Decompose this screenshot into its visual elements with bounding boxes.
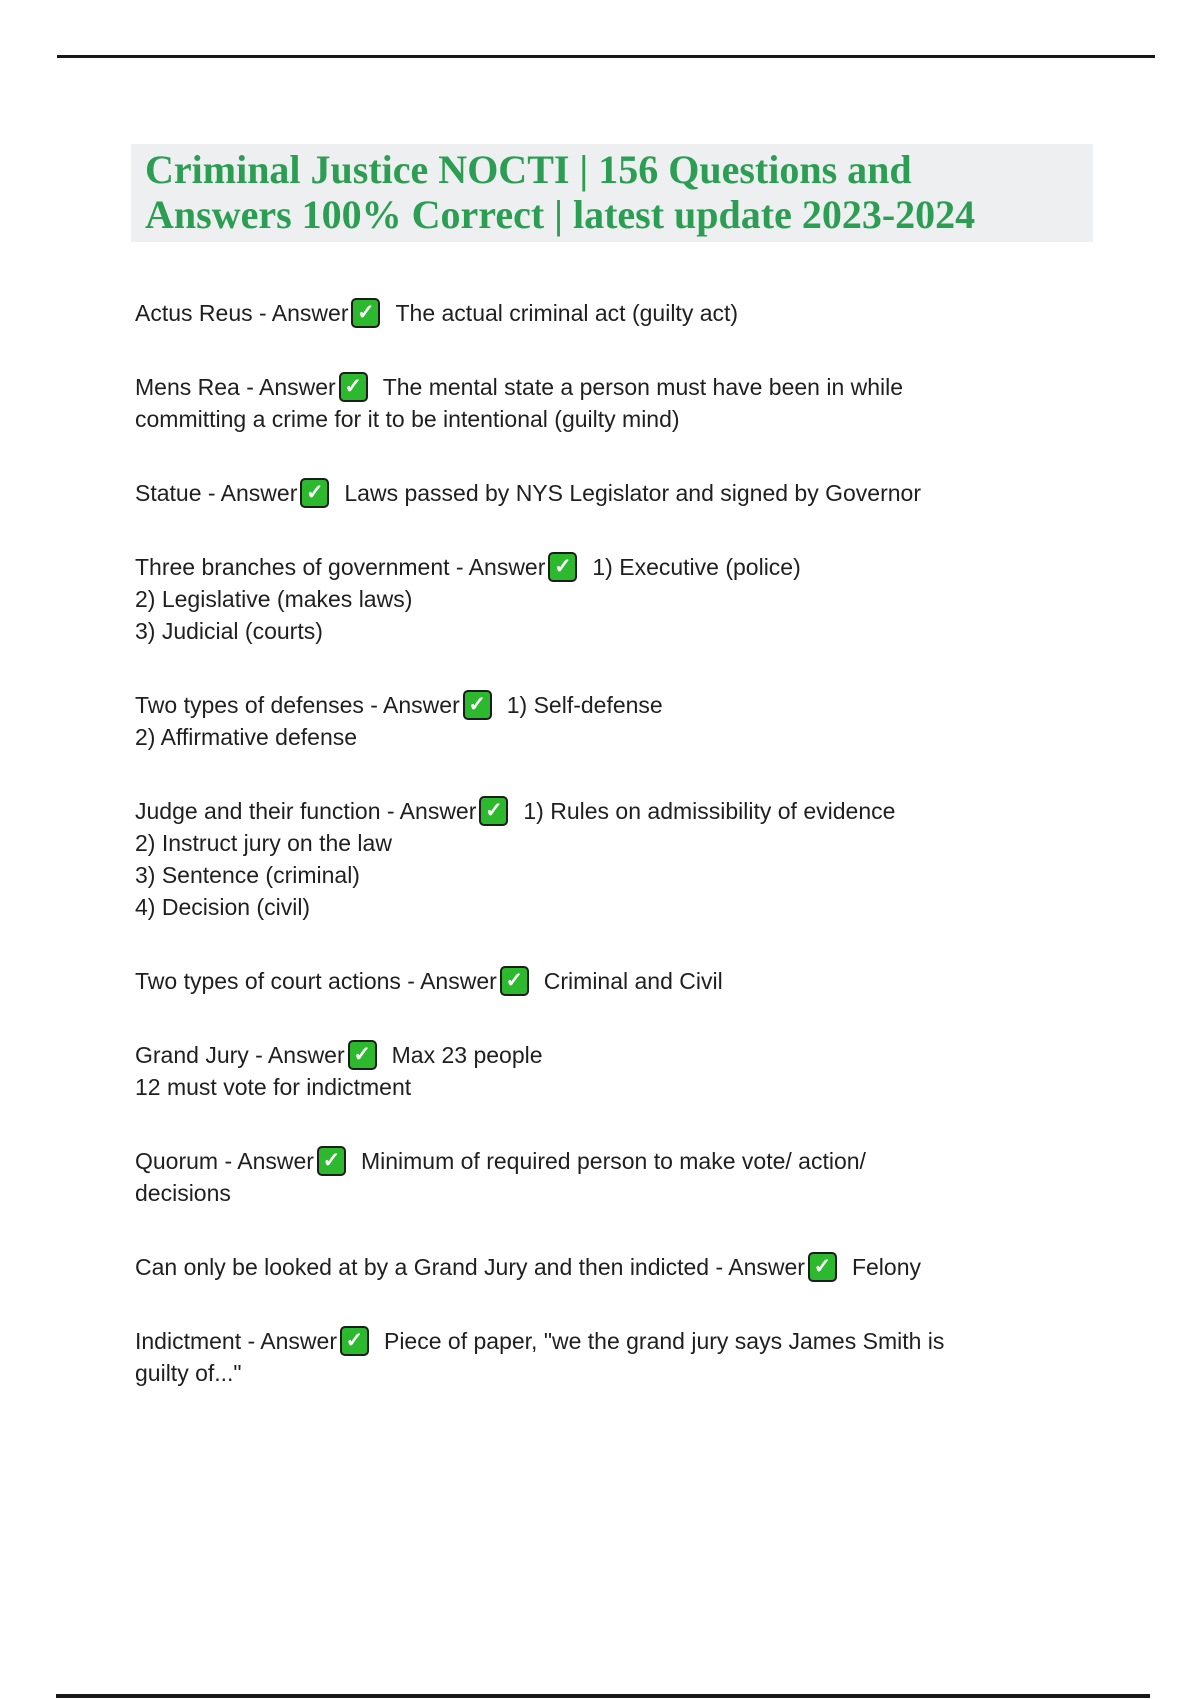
checkmark-icon: ✓ bbox=[347, 1040, 377, 1070]
answer-text: Minimum of required person to make vote/… bbox=[135, 1148, 866, 1206]
check-glyph: ✓ bbox=[345, 1329, 364, 1352]
check-glyph: ✓ bbox=[344, 375, 362, 398]
checkmark-icon: ✓ bbox=[316, 1146, 346, 1176]
check-glyph: ✓ bbox=[485, 799, 503, 822]
qa-entry: Grand Jury - Answer ✓ Max 23 people 12 mus… bbox=[135, 1039, 1125, 1103]
page-title: Criminal Justice NOCTI | 156 Questions a… bbox=[145, 147, 1085, 237]
answer-text: 1) Executive (police) 2) Legislative (ma… bbox=[135, 554, 801, 644]
checkmark-icon: ✓ bbox=[338, 372, 368, 402]
check-glyph: ✓ bbox=[322, 1149, 341, 1172]
answer-text: Piece of paper, "we the grand jury says … bbox=[135, 1328, 945, 1386]
qa-entry: Quorum - Answer ✓ Minimum of required pers… bbox=[135, 1145, 1125, 1209]
checkmark-icon: ✓ bbox=[351, 298, 381, 328]
checkmark-icon: ✓ bbox=[479, 796, 509, 826]
question-term: Indictment bbox=[135, 1328, 242, 1354]
answer-text: Max 23 people 12 must vote for indictmen… bbox=[135, 1042, 543, 1100]
qa-entry: Judge and their function - Answer ✓ 1) Rul… bbox=[135, 795, 1125, 923]
question-term: Mens Rea bbox=[135, 374, 240, 400]
qa-entry: Can only be looked at by a Grand Jury an… bbox=[135, 1251, 1125, 1283]
answer-label: - Answer bbox=[201, 480, 298, 506]
answer-label: - Answer bbox=[400, 968, 497, 994]
answer-text: Criminal and Civil bbox=[543, 968, 723, 994]
page-title-line2: Answers 100% Correct | latest update 202… bbox=[145, 192, 976, 237]
answer-label: - Answer bbox=[241, 1328, 337, 1354]
question-term: Grand Jury bbox=[135, 1042, 249, 1068]
answer-label: - Answer bbox=[239, 374, 336, 400]
qa-entry: Two types of defenses - Answer ✓ 1) Self-d… bbox=[135, 689, 1125, 753]
qa-entry: Statue - Answer ✓ Laws passed by NYS Legis… bbox=[135, 477, 1125, 509]
check-glyph: ✓ bbox=[306, 481, 324, 504]
checkmark-icon: ✓ bbox=[548, 552, 578, 582]
qa-entry: Three branches of government - Answer ✓ 1)… bbox=[135, 551, 1125, 647]
check-glyph: ✓ bbox=[813, 1255, 832, 1278]
question-term: Quorum bbox=[135, 1148, 219, 1174]
qa-entry: Actus Reus - Answer ✓ The actual criminal … bbox=[135, 297, 1125, 329]
answer-text: 1) Rules on admissibility of evidence 2)… bbox=[135, 798, 896, 920]
answer-label: - Answer bbox=[248, 1042, 345, 1068]
question-term: Two types of court actions bbox=[135, 968, 401, 994]
question-term: Two types of defenses bbox=[135, 692, 364, 718]
title-highlight: Criminal Justice NOCTI | 156 Questions a… bbox=[131, 144, 1093, 242]
question-term: Can only be looked at by a Grand Jury an… bbox=[135, 1254, 710, 1280]
answer-label: - Answer bbox=[252, 300, 349, 326]
check-glyph: ✓ bbox=[357, 301, 375, 324]
qa-entry: Indictment - Answer ✓ Piece of paper, "we … bbox=[135, 1325, 1125, 1389]
check-glyph: ✓ bbox=[468, 693, 487, 716]
answer-label: - Answer bbox=[449, 554, 546, 580]
top-divider bbox=[57, 55, 1155, 58]
question-term: Three branches of government bbox=[135, 554, 450, 580]
bottom-divider bbox=[56, 1694, 1150, 1698]
answer-label: - Answer bbox=[218, 1148, 314, 1174]
answer-label: - Answer bbox=[363, 692, 460, 718]
question-term: Statue bbox=[135, 480, 202, 506]
page-title-line1: Criminal Justice NOCTI | 156 Questions a… bbox=[145, 147, 912, 192]
answer-label: - Answer bbox=[380, 798, 477, 824]
checkmark-icon: ✓ bbox=[807, 1252, 837, 1282]
answer-text: Felony bbox=[851, 1254, 922, 1280]
qa-entry: Mens Rea - Answer ✓ The mental state a per… bbox=[135, 371, 1125, 435]
check-glyph: ✓ bbox=[505, 969, 524, 992]
question-term: Judge and their function bbox=[135, 798, 381, 824]
qa-entry: Two types of court actions - Answer ✓ Crim… bbox=[135, 965, 1125, 997]
answer-text: 1) Self-defense 2) Affirmative defense bbox=[135, 692, 663, 750]
checkmark-icon: ✓ bbox=[462, 690, 492, 720]
answer-text: Laws passed by NYS Legislator and signed… bbox=[344, 480, 921, 506]
answer-label: - Answer bbox=[709, 1254, 805, 1280]
answer-text: The actual criminal act (guilty act) bbox=[395, 300, 739, 326]
qa-list: Actus Reus - Answer ✓ The actual criminal … bbox=[135, 297, 1125, 1431]
check-glyph: ✓ bbox=[554, 555, 572, 578]
question-term: Actus Reus bbox=[135, 300, 253, 326]
checkmark-icon: ✓ bbox=[339, 1326, 369, 1356]
answer-text: The mental state a person must have been… bbox=[135, 374, 904, 432]
checkmark-icon: ✓ bbox=[300, 478, 330, 508]
checkmark-icon: ✓ bbox=[499, 966, 529, 996]
check-glyph: ✓ bbox=[353, 1043, 371, 1066]
